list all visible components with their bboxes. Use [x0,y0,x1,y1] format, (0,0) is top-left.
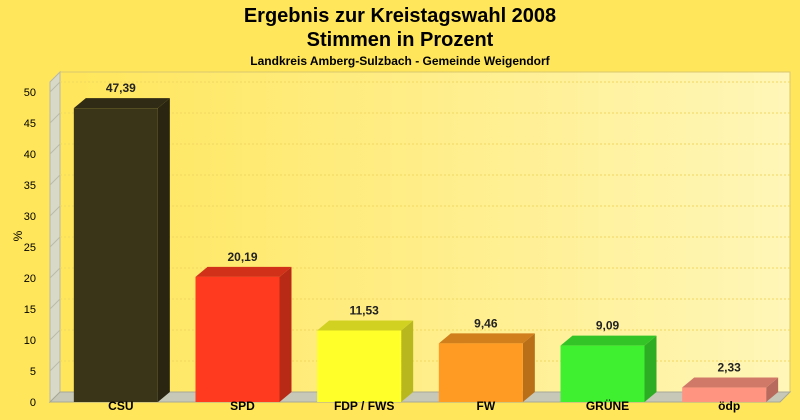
gridline-wall [49,205,61,217]
y-axis-label: % [11,230,25,241]
bar-top [438,333,535,344]
y-tick-label: 35 [24,180,36,192]
bar-value-label: 9,09 [596,319,620,333]
gridline-wall [49,236,61,248]
gridline-wall [49,267,61,279]
bar-top [317,320,414,331]
bar-side [157,98,170,402]
bar [438,343,523,402]
plot-background [59,71,791,393]
bar [682,387,767,402]
gridline-wall [49,329,61,341]
gridline-wall [49,360,61,372]
bar [73,108,158,402]
gridline-wall [49,112,61,124]
bar-side [401,320,414,402]
y-tick-label: 30 [24,211,36,223]
x-tick-label: SPD [230,399,255,413]
y-tick-label: 0 [30,397,36,409]
bar-top [195,266,292,277]
chart-subtitle: Landkreis Amberg-Sulzbach - Gemeinde Wei… [250,54,550,68]
bar-value-label: 2,33 [717,361,741,375]
y-tick-label: 20 [24,273,36,285]
bar-value-label: 20,19 [227,250,257,264]
bar-top [682,377,779,388]
bar-top [560,335,657,346]
y-tick-label: 5 [30,366,36,378]
bar-value-label: 47,39 [106,81,136,95]
bar [195,276,280,402]
y-tick-label: 10 [24,335,36,347]
y-tick-label: 25 [24,242,36,254]
chart-title-line2: Stimmen in Prozent [307,29,494,51]
bar-top [73,98,170,109]
x-tick-label: CSU [108,399,133,413]
gridline-wall [49,81,61,93]
gridline-wall [49,143,61,155]
bar-side [766,377,779,402]
x-tick-label: FW [477,399,496,413]
gridline-wall [49,298,61,310]
bar [317,330,402,402]
bar-value-label: 11,53 [349,304,379,318]
x-tick-label: FDP / FWS [334,399,394,413]
bar-side [279,266,292,402]
chart-title: Ergebnis zur Kreistagswahl 2008 [244,5,556,27]
x-tick-label: GRÜNE [586,398,629,413]
gridline-wall [49,174,61,186]
x-tick-label: ödp [718,399,740,413]
y-tick-label: 50 [24,87,36,99]
bar-side [644,335,657,402]
bar-value-label: 9,46 [474,316,498,330]
bar-side [522,333,535,402]
y-tick-label: 15 [24,304,36,316]
y-tick-label: 45 [24,118,36,130]
plot-area: 0 5 10 15 20 25 30 35 40 45 50 47,39 CSU 20,19 SPD 11,5… [24,70,792,413]
y-tick-label: 40 [24,149,36,161]
bar [560,345,645,402]
